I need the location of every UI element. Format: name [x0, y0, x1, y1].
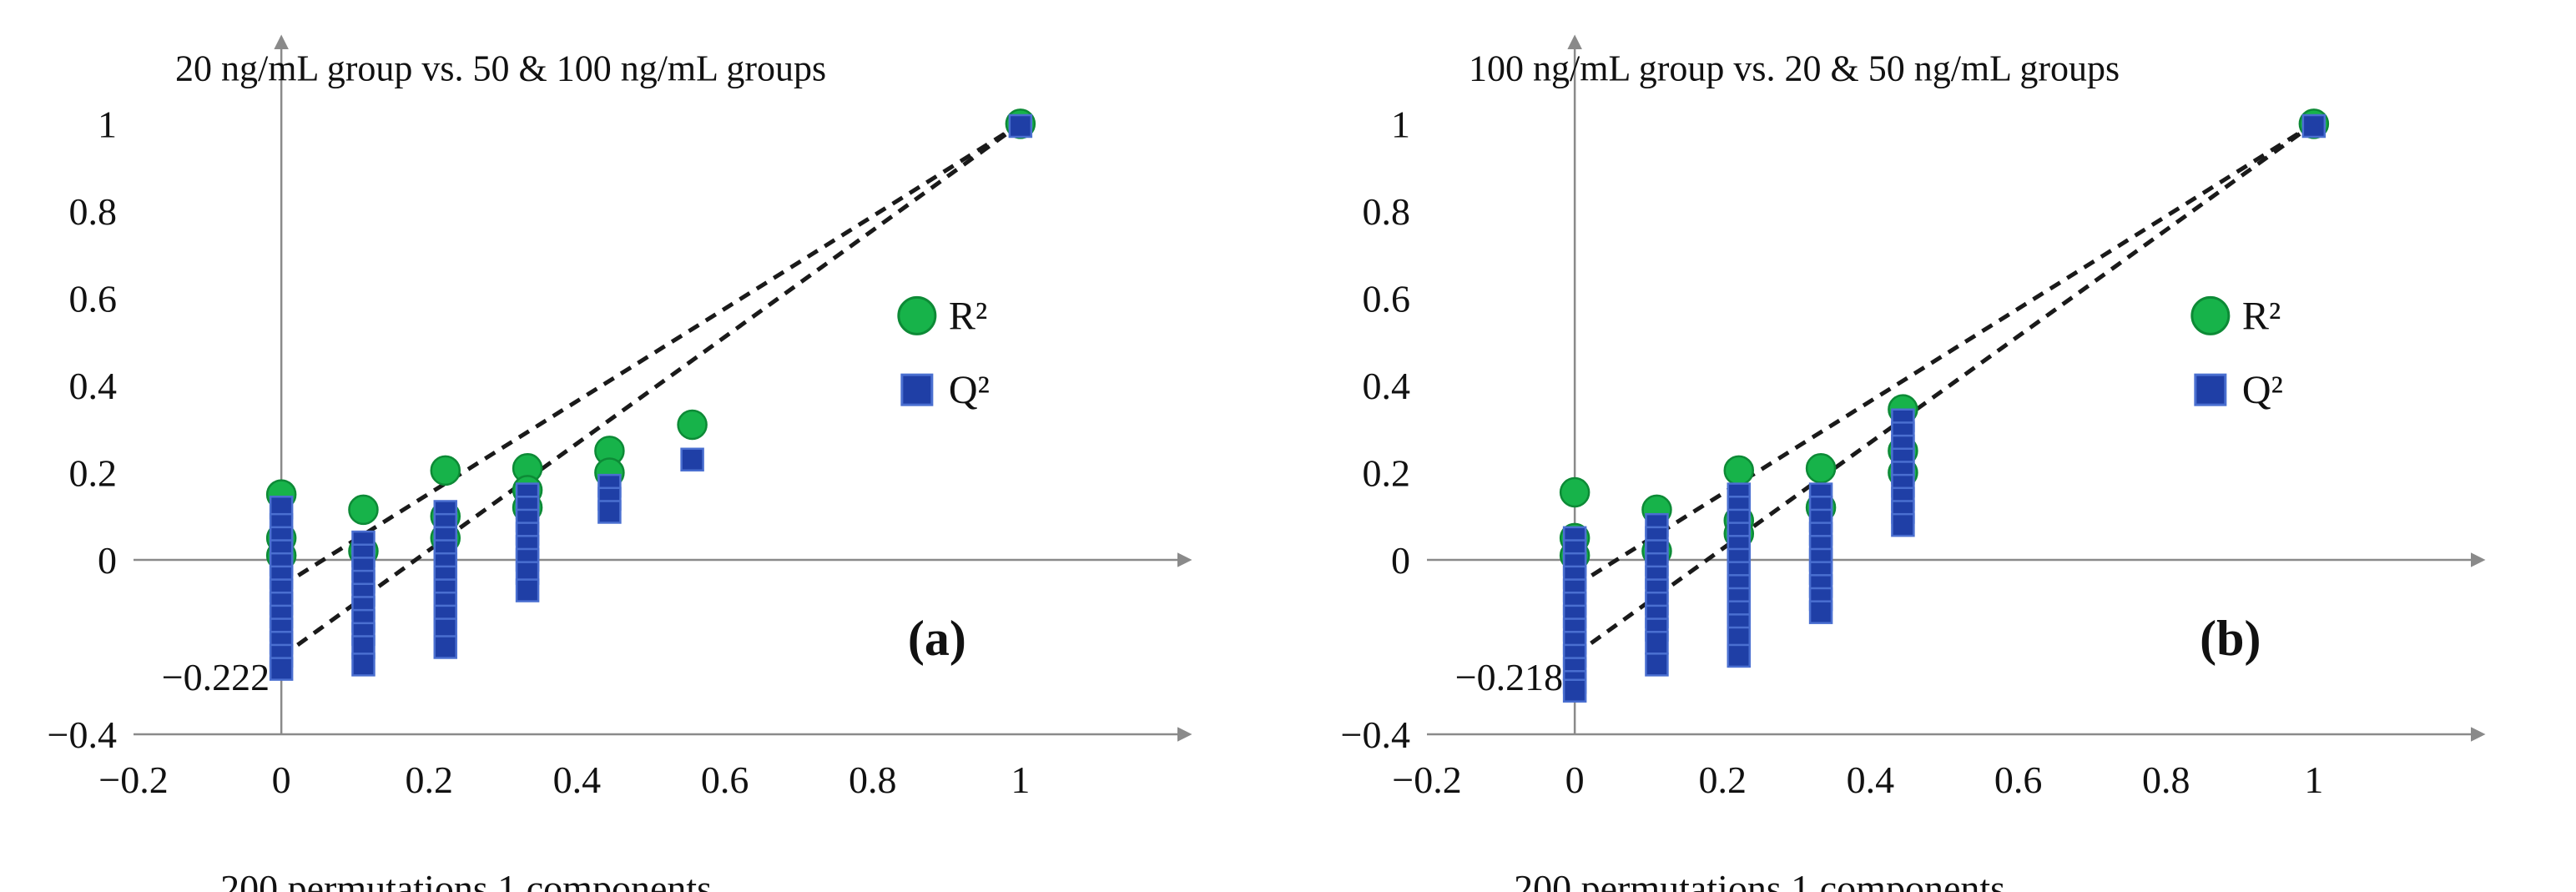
y-tick-label: 0.8 — [1363, 190, 1411, 233]
y-tick-label: −0.4 — [1341, 713, 1410, 756]
q2-point — [680, 447, 704, 472]
q2-point — [1891, 512, 1915, 537]
y-tick-label: 0.4 — [1363, 365, 1411, 407]
r2-point — [348, 494, 379, 526]
panel-a: −0.2 0 0.2 0.4 0.6 0.8 1 −0.4 0 0.2 0.4 0.6 0.8 1 −0.2… — [48, 34, 1192, 892]
panel-title: 20 ng/mL group vs. 50 & 100 ng/mL groups — [175, 48, 826, 89]
x-tick-label: 0.8 — [849, 758, 897, 801]
legend-r2-marker — [2190, 295, 2231, 335]
q2-point — [1008, 113, 1033, 139]
legend-q2-marker — [2194, 373, 2227, 406]
panel-title: 100 ng/mL group vs. 20 & 50 ng/mL groups — [1469, 48, 2120, 89]
intercept-label: −0.222 — [162, 656, 270, 698]
regression-line — [280, 122, 1022, 588]
x-tick-label: 1 — [1011, 758, 1030, 801]
y-tick-label: −0.4 — [48, 713, 117, 756]
q2-point — [1645, 631, 1669, 655]
regression-line — [1573, 122, 2316, 588]
y-tick-label: 0 — [98, 539, 117, 582]
y-tick-label: 0.8 — [69, 190, 118, 233]
q2-point — [433, 635, 458, 659]
r2-point — [1559, 476, 1590, 508]
q2-point — [1727, 643, 1752, 668]
x-tick-label: 0.2 — [406, 758, 454, 801]
y-tick-label: 0.2 — [1363, 451, 1411, 494]
legend-q2-marker — [900, 373, 934, 406]
q2-point — [1808, 600, 1833, 624]
legend-q2-label: Q² — [949, 368, 990, 412]
x-tick-label: 0 — [272, 758, 291, 801]
q2-point — [515, 578, 540, 602]
q2-point — [1562, 678, 1587, 703]
intercept-label: −0.218 — [1455, 656, 1563, 698]
x-tick-label: 0.6 — [1994, 758, 2043, 801]
y-tick-label: 1 — [1391, 103, 1410, 145]
x-tick-label: 0.4 — [1847, 758, 1895, 801]
q2-point — [597, 500, 622, 524]
legend-r2-label: R² — [949, 294, 987, 338]
r2-point — [430, 455, 461, 486]
x-axis-label: 200 permutations 1 components — [220, 867, 712, 892]
x-tick-label: 0.6 — [701, 758, 749, 801]
regression-line — [1573, 122, 2316, 657]
x-axis-label: 200 permutations 1 components — [1514, 867, 2005, 892]
x-tick-label: −0.2 — [1392, 758, 1461, 801]
y-tick-label: 0.4 — [69, 365, 118, 407]
legend-q2-label: Q² — [2242, 368, 2283, 412]
q2-point — [1645, 653, 1669, 677]
legend-r2-marker — [897, 295, 937, 335]
y-tick-label: 0.2 — [69, 451, 118, 494]
x-tick-label: 0.8 — [2142, 758, 2190, 801]
x-tick-label: 0 — [1565, 758, 1585, 801]
regression-line — [280, 122, 1022, 659]
y-tick-label: 0.6 — [69, 277, 118, 320]
r2-point — [677, 409, 708, 441]
x-tick-label: −0.2 — [98, 758, 168, 801]
x-tick-label: 0.2 — [1699, 758, 1747, 801]
panel-b: −0.2 0 0.2 0.4 0.6 0.8 1 −0.4 0 0.2 0.4 0.6 0.8 1 −0.2… — [1341, 34, 2486, 892]
y-tick-label: 1 — [98, 103, 117, 145]
panel-label: (b) — [2200, 611, 2261, 666]
q2-point — [269, 657, 294, 681]
r2-point — [1805, 452, 1837, 484]
q2-point — [351, 653, 376, 677]
y-tick-label: 0.6 — [1363, 277, 1411, 320]
q2-point — [2301, 113, 2326, 139]
panel-label: (a) — [908, 611, 966, 666]
x-tick-label: 1 — [2304, 758, 2323, 801]
r2-point — [1723, 455, 1755, 486]
legend-r2-label: R² — [2242, 294, 2281, 338]
x-tick-label: 0.4 — [553, 758, 602, 801]
y-tick-label: 0 — [1391, 539, 1410, 582]
